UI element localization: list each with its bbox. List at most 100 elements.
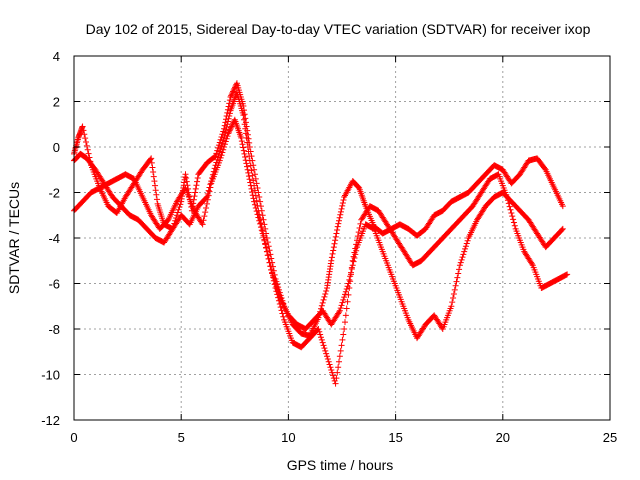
y-axis-label: SDTVAR / TECUs xyxy=(6,182,22,294)
data-point xyxy=(355,229,362,236)
data-point xyxy=(183,174,190,181)
data-point xyxy=(220,137,227,144)
data-point xyxy=(511,222,518,229)
data-point xyxy=(175,206,182,213)
data-point xyxy=(344,283,351,290)
data-point xyxy=(508,209,515,216)
data-point xyxy=(246,153,253,160)
data-point xyxy=(242,115,249,122)
data-point xyxy=(253,197,260,204)
data-point xyxy=(273,283,280,290)
data-point xyxy=(460,251,467,258)
data-point xyxy=(242,130,249,137)
data-point xyxy=(203,200,210,207)
y-tick-label: -8 xyxy=(48,322,60,337)
data-point xyxy=(153,196,160,203)
data-point xyxy=(319,299,326,306)
data-point xyxy=(506,203,513,210)
data-point xyxy=(230,88,237,95)
data-point xyxy=(325,358,332,365)
data-point xyxy=(316,328,323,335)
data-points xyxy=(71,80,571,387)
data-point xyxy=(334,223,341,230)
data-point xyxy=(255,189,262,196)
data-point xyxy=(455,270,462,277)
data-point xyxy=(339,299,346,306)
data-point xyxy=(244,163,251,170)
data-point xyxy=(221,132,228,139)
data-point xyxy=(263,235,270,241)
data-point xyxy=(242,154,249,161)
data-point xyxy=(326,361,333,368)
data-point xyxy=(199,221,206,228)
data-point xyxy=(265,255,272,262)
data-point xyxy=(453,278,460,285)
data-point xyxy=(193,182,200,189)
data-point xyxy=(528,260,535,267)
data-point xyxy=(249,192,256,199)
data-point xyxy=(226,127,233,134)
data-point xyxy=(205,187,212,194)
data-point xyxy=(207,184,214,191)
series-track-2 xyxy=(71,89,571,387)
data-point xyxy=(323,350,330,357)
data-point xyxy=(323,353,330,360)
data-point xyxy=(227,93,234,100)
data-point xyxy=(228,123,235,130)
data-point xyxy=(226,128,233,135)
data-point xyxy=(226,110,233,117)
data-point xyxy=(247,182,254,189)
data-point xyxy=(244,139,251,146)
data-point xyxy=(246,176,253,183)
data-point xyxy=(152,187,159,194)
data-point xyxy=(454,274,461,281)
y-tick-label: -12 xyxy=(41,413,60,428)
data-point xyxy=(204,196,211,203)
data-point xyxy=(449,299,456,306)
data-point xyxy=(242,125,249,132)
data-point xyxy=(258,227,265,234)
y-tick-label: 2 xyxy=(53,95,60,110)
data-point xyxy=(218,152,225,159)
data-point xyxy=(231,85,238,92)
data-point xyxy=(335,217,342,224)
data-point xyxy=(341,294,348,301)
data-point xyxy=(214,147,221,154)
data-point xyxy=(240,112,247,119)
data-point xyxy=(147,156,154,163)
data-point xyxy=(509,213,516,220)
data-point xyxy=(339,199,346,206)
data-point xyxy=(227,124,234,131)
data-point xyxy=(148,155,155,162)
data-point xyxy=(241,116,248,123)
data-point xyxy=(205,192,212,199)
data-point xyxy=(254,184,261,191)
data-point xyxy=(251,187,258,194)
data-point xyxy=(269,272,276,279)
data-point xyxy=(148,159,155,166)
data-point xyxy=(324,356,331,363)
data-point xyxy=(218,133,225,140)
data-point xyxy=(216,139,223,146)
data-point xyxy=(225,115,232,122)
data-point xyxy=(343,285,350,292)
data-point xyxy=(214,156,221,163)
data-point xyxy=(224,106,231,113)
x-tick-label: 25 xyxy=(603,430,617,445)
data-point xyxy=(245,148,252,155)
data-point xyxy=(244,166,251,173)
data-point xyxy=(238,138,245,145)
data-point xyxy=(457,259,464,266)
data-point xyxy=(559,203,566,210)
data-point xyxy=(217,154,224,161)
data-point xyxy=(337,211,344,218)
data-point xyxy=(336,307,343,314)
x-tick-label: 20 xyxy=(496,430,510,445)
data-point xyxy=(342,288,349,295)
data-point xyxy=(248,167,255,174)
data-point xyxy=(239,141,246,148)
data-point xyxy=(330,244,337,251)
data-point xyxy=(223,135,230,142)
data-point xyxy=(328,254,335,261)
y-tick-label: 4 xyxy=(53,49,60,64)
